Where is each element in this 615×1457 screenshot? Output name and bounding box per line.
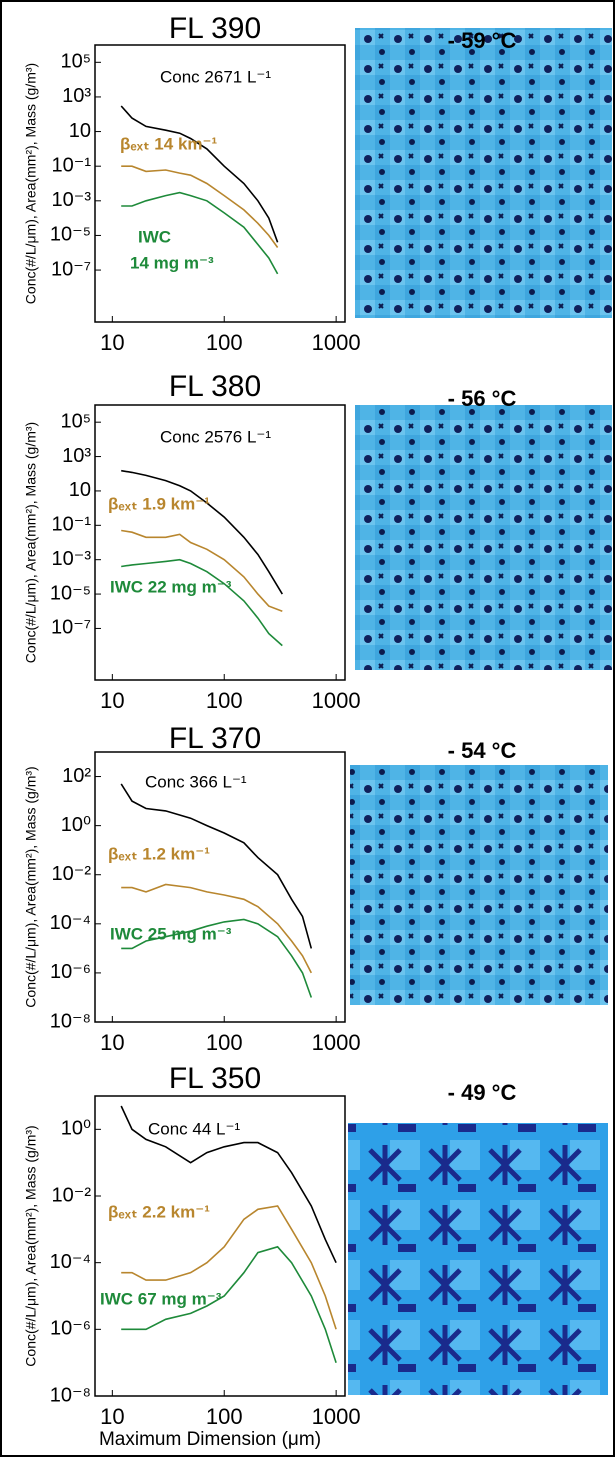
y-axis-label: Conc(#/L/μm), Area(mm²), Mass (g/m³) — [23, 1125, 39, 1366]
crystal-image — [350, 765, 608, 1005]
y-tick-label: 10⁻⁷ — [51, 258, 91, 280]
plot-frame — [94, 404, 346, 681]
y-tick-label: 10⁻⁶ — [50, 1318, 91, 1340]
x-tick-label: 1000 — [312, 1030, 361, 1055]
y-tick-label: 10² — [62, 765, 91, 787]
y-tick-label: 10⁻² — [52, 863, 92, 885]
y-tick-label: 10⁻⁶ — [50, 961, 91, 983]
x-tick-label: 100 — [206, 688, 243, 713]
series-line — [121, 883, 313, 974]
crystal-image — [348, 1123, 608, 1395]
y-axis-label: Conc(#/L/μm), Area(mm²), Mass (g/m³) — [23, 422, 39, 663]
y-tick-label: 10⁵ — [60, 410, 91, 432]
y-axis-label: Conc(#/L/μm), Area(mm²), Mass (g/m³) — [23, 766, 39, 1007]
y-tick-label: 10 — [69, 120, 91, 142]
panel-title: FL 350 — [169, 1062, 261, 1095]
series-line — [121, 529, 283, 613]
image-title: - 56 °C — [448, 386, 517, 411]
panel-title: FL 390 — [169, 12, 261, 45]
x-tick-label: 1000 — [312, 330, 361, 355]
x-tick-label: 10 — [100, 330, 124, 355]
y-tick-label: 10⁵ — [60, 51, 91, 73]
y-tick-label: 10⁻⁸ — [50, 1384, 91, 1406]
y-tick-label: 10³ — [62, 85, 91, 107]
crystal-image — [355, 405, 612, 670]
y-tick-label: 10⁻⁴ — [50, 912, 91, 934]
image-title: - 54 °C — [448, 738, 517, 763]
image-title: - 49 °C — [448, 1080, 517, 1105]
y-tick-label: 10⁻⁴ — [50, 1251, 91, 1273]
series-line — [121, 191, 279, 275]
x-axis-label: Maximum Dimension (μm) — [99, 1429, 321, 1450]
series-line — [121, 1245, 337, 1363]
y-tick-label: 10 — [69, 479, 91, 501]
series-annotation: 14 mg m⁻³ — [130, 253, 214, 272]
x-tick-label: 10 — [100, 1404, 124, 1429]
series-line — [120, 1105, 337, 1264]
y-tick-label: 10⁻³ — [52, 189, 92, 211]
plot-frame — [94, 1095, 346, 1397]
x-tick-label: 1000 — [312, 1404, 361, 1429]
panel-title: FL 370 — [169, 722, 261, 755]
panel-title: FL 380 — [169, 370, 261, 403]
y-tick-label: 10⁻⁷ — [51, 617, 91, 639]
series-line — [121, 918, 313, 998]
x-tick-label: 100 — [206, 1030, 243, 1055]
crystal-image — [355, 28, 612, 318]
y-tick-label: 10⁰ — [61, 1118, 91, 1140]
series-annotation: IWC 22 mg m⁻³ — [110, 577, 232, 596]
series-line — [120, 783, 313, 949]
series-line — [121, 1205, 337, 1330]
series-annotation: βₑₓₜ 14 km⁻¹ — [120, 134, 217, 153]
series-annotation: IWC 67 mg m⁻³ — [100, 1289, 222, 1308]
x-tick-label: 1000 — [312, 688, 361, 713]
series-line — [121, 558, 283, 647]
series-line — [120, 105, 279, 243]
plot-frame — [94, 44, 346, 323]
y-tick-label: 10⁻³ — [52, 548, 92, 570]
y-tick-label: 10³ — [62, 445, 91, 467]
series-annotation: βₑₓₜ 1.9 km⁻¹ — [108, 494, 210, 513]
x-tick-label: 10 — [100, 1030, 124, 1055]
series-annotation: Conc 2576 L⁻¹ — [160, 427, 271, 446]
y-axis-label: Conc(#/L/μm), Area(mm²), Mass (g/m³) — [23, 63, 39, 304]
series-line — [121, 165, 279, 248]
y-tick-label: 10⁻⁸ — [50, 1010, 91, 1032]
y-tick-label: 10⁻² — [52, 1184, 92, 1206]
y-tick-label: 10⁻⁵ — [50, 582, 91, 604]
series-annotation: Conc 366 L⁻¹ — [145, 772, 247, 791]
x-tick-label: 10 — [100, 688, 124, 713]
series-annotation: Conc 2671 L⁻¹ — [160, 67, 271, 86]
x-tick-label: 100 — [206, 330, 243, 355]
y-tick-label: 10⁻¹ — [52, 154, 92, 176]
y-tick-label: 10⁰ — [61, 814, 91, 836]
series-annotation: βₑₓₜ 1.2 km⁻¹ — [108, 844, 210, 863]
series-annotation: IWC 25 mg m⁻³ — [110, 924, 232, 943]
x-tick-label: 100 — [206, 1404, 243, 1429]
series-annotation: βₑₓₜ 2.2 km⁻¹ — [108, 1202, 210, 1221]
y-tick-label: 10⁻⁵ — [50, 224, 91, 246]
series-annotation: IWC — [138, 227, 171, 246]
image-title: - 59 °C — [448, 28, 517, 53]
series-line — [121, 469, 283, 595]
series-annotation: Conc 44 L⁻¹ — [148, 1119, 240, 1138]
y-tick-label: 10⁻¹ — [52, 514, 92, 536]
